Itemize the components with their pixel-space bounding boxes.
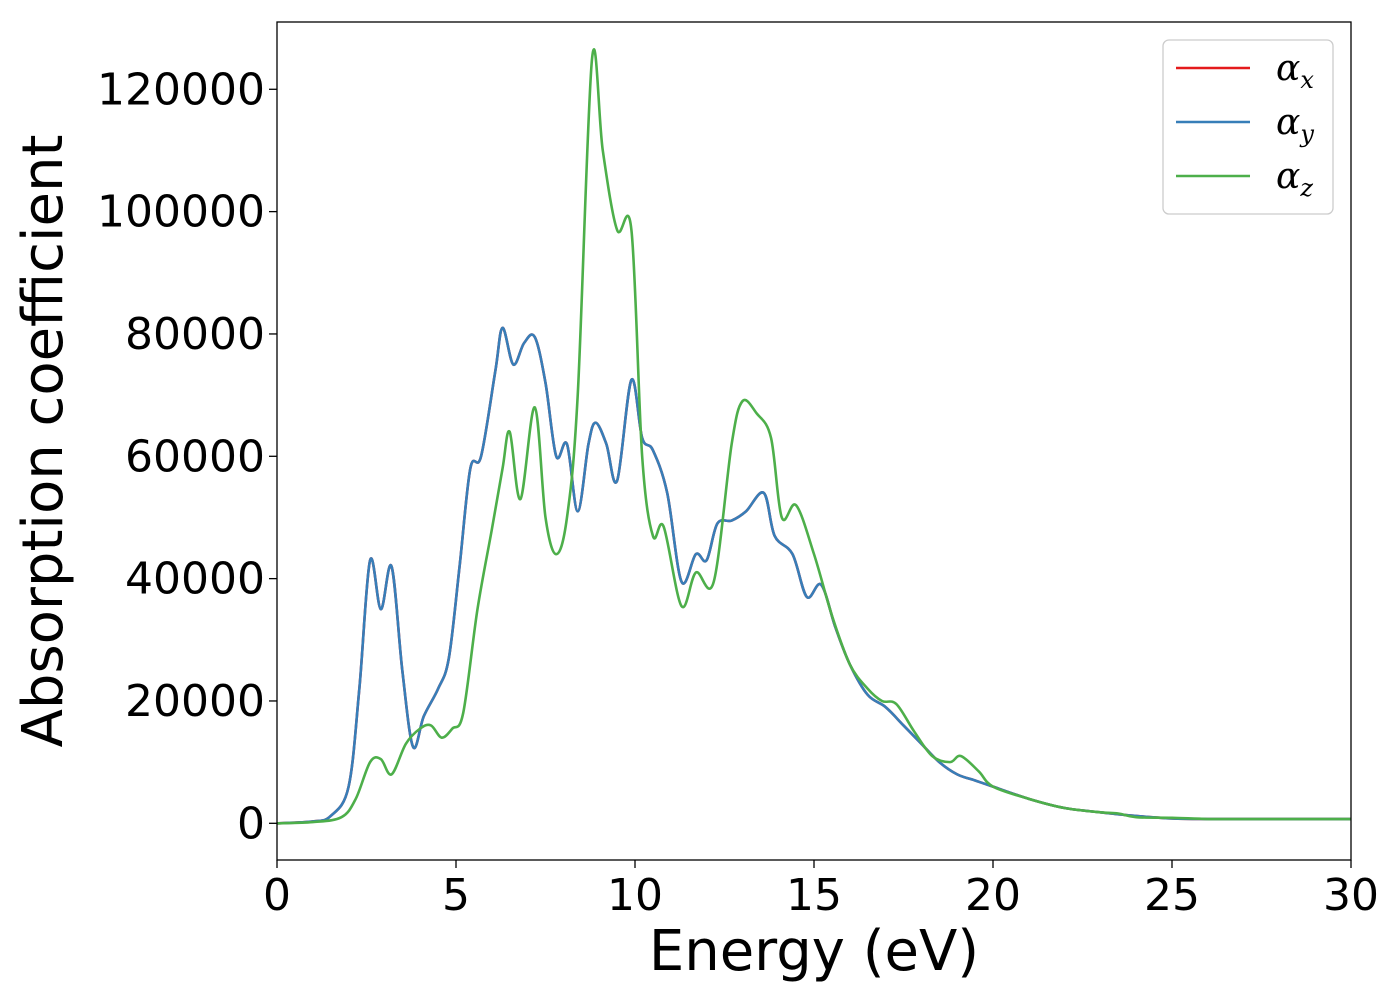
x-axis: 0 5 10 15 20 25 30: [263, 860, 1379, 921]
series-layer: [276, 48, 1351, 825]
y-tick-label: 20000: [125, 676, 265, 727]
y-tick-label: 100000: [97, 187, 265, 238]
y-tick-label: 80000: [125, 309, 265, 360]
y-axis-title: Absorption coefficient: [11, 135, 76, 748]
x-tick-label: 0: [263, 870, 291, 921]
x-tick-label: 20: [965, 870, 1021, 921]
y-tick-label: 120000: [97, 64, 265, 115]
series-line-x: [276, 326, 1351, 825]
x-axis-title: Energy (eV): [649, 919, 979, 984]
legend-label-z: αz: [1276, 156, 1313, 202]
x-tick-label: 5: [442, 870, 470, 921]
legend-box: [1162, 39, 1334, 215]
series-line-y: [276, 326, 1351, 825]
x-tick-label: 25: [1144, 870, 1200, 921]
y-tick-label: 0: [237, 798, 265, 849]
x-tick-label: 10: [607, 870, 663, 921]
x-tick-label: 15: [786, 870, 842, 921]
y-tick-label: 40000: [125, 554, 265, 605]
x-tick-label: 30: [1323, 870, 1379, 921]
y-axis: 0 20000 40000 60000 80000 100000 120000: [97, 64, 277, 849]
y-tick-label: 60000: [125, 431, 265, 482]
series-line-z: [276, 48, 1351, 825]
